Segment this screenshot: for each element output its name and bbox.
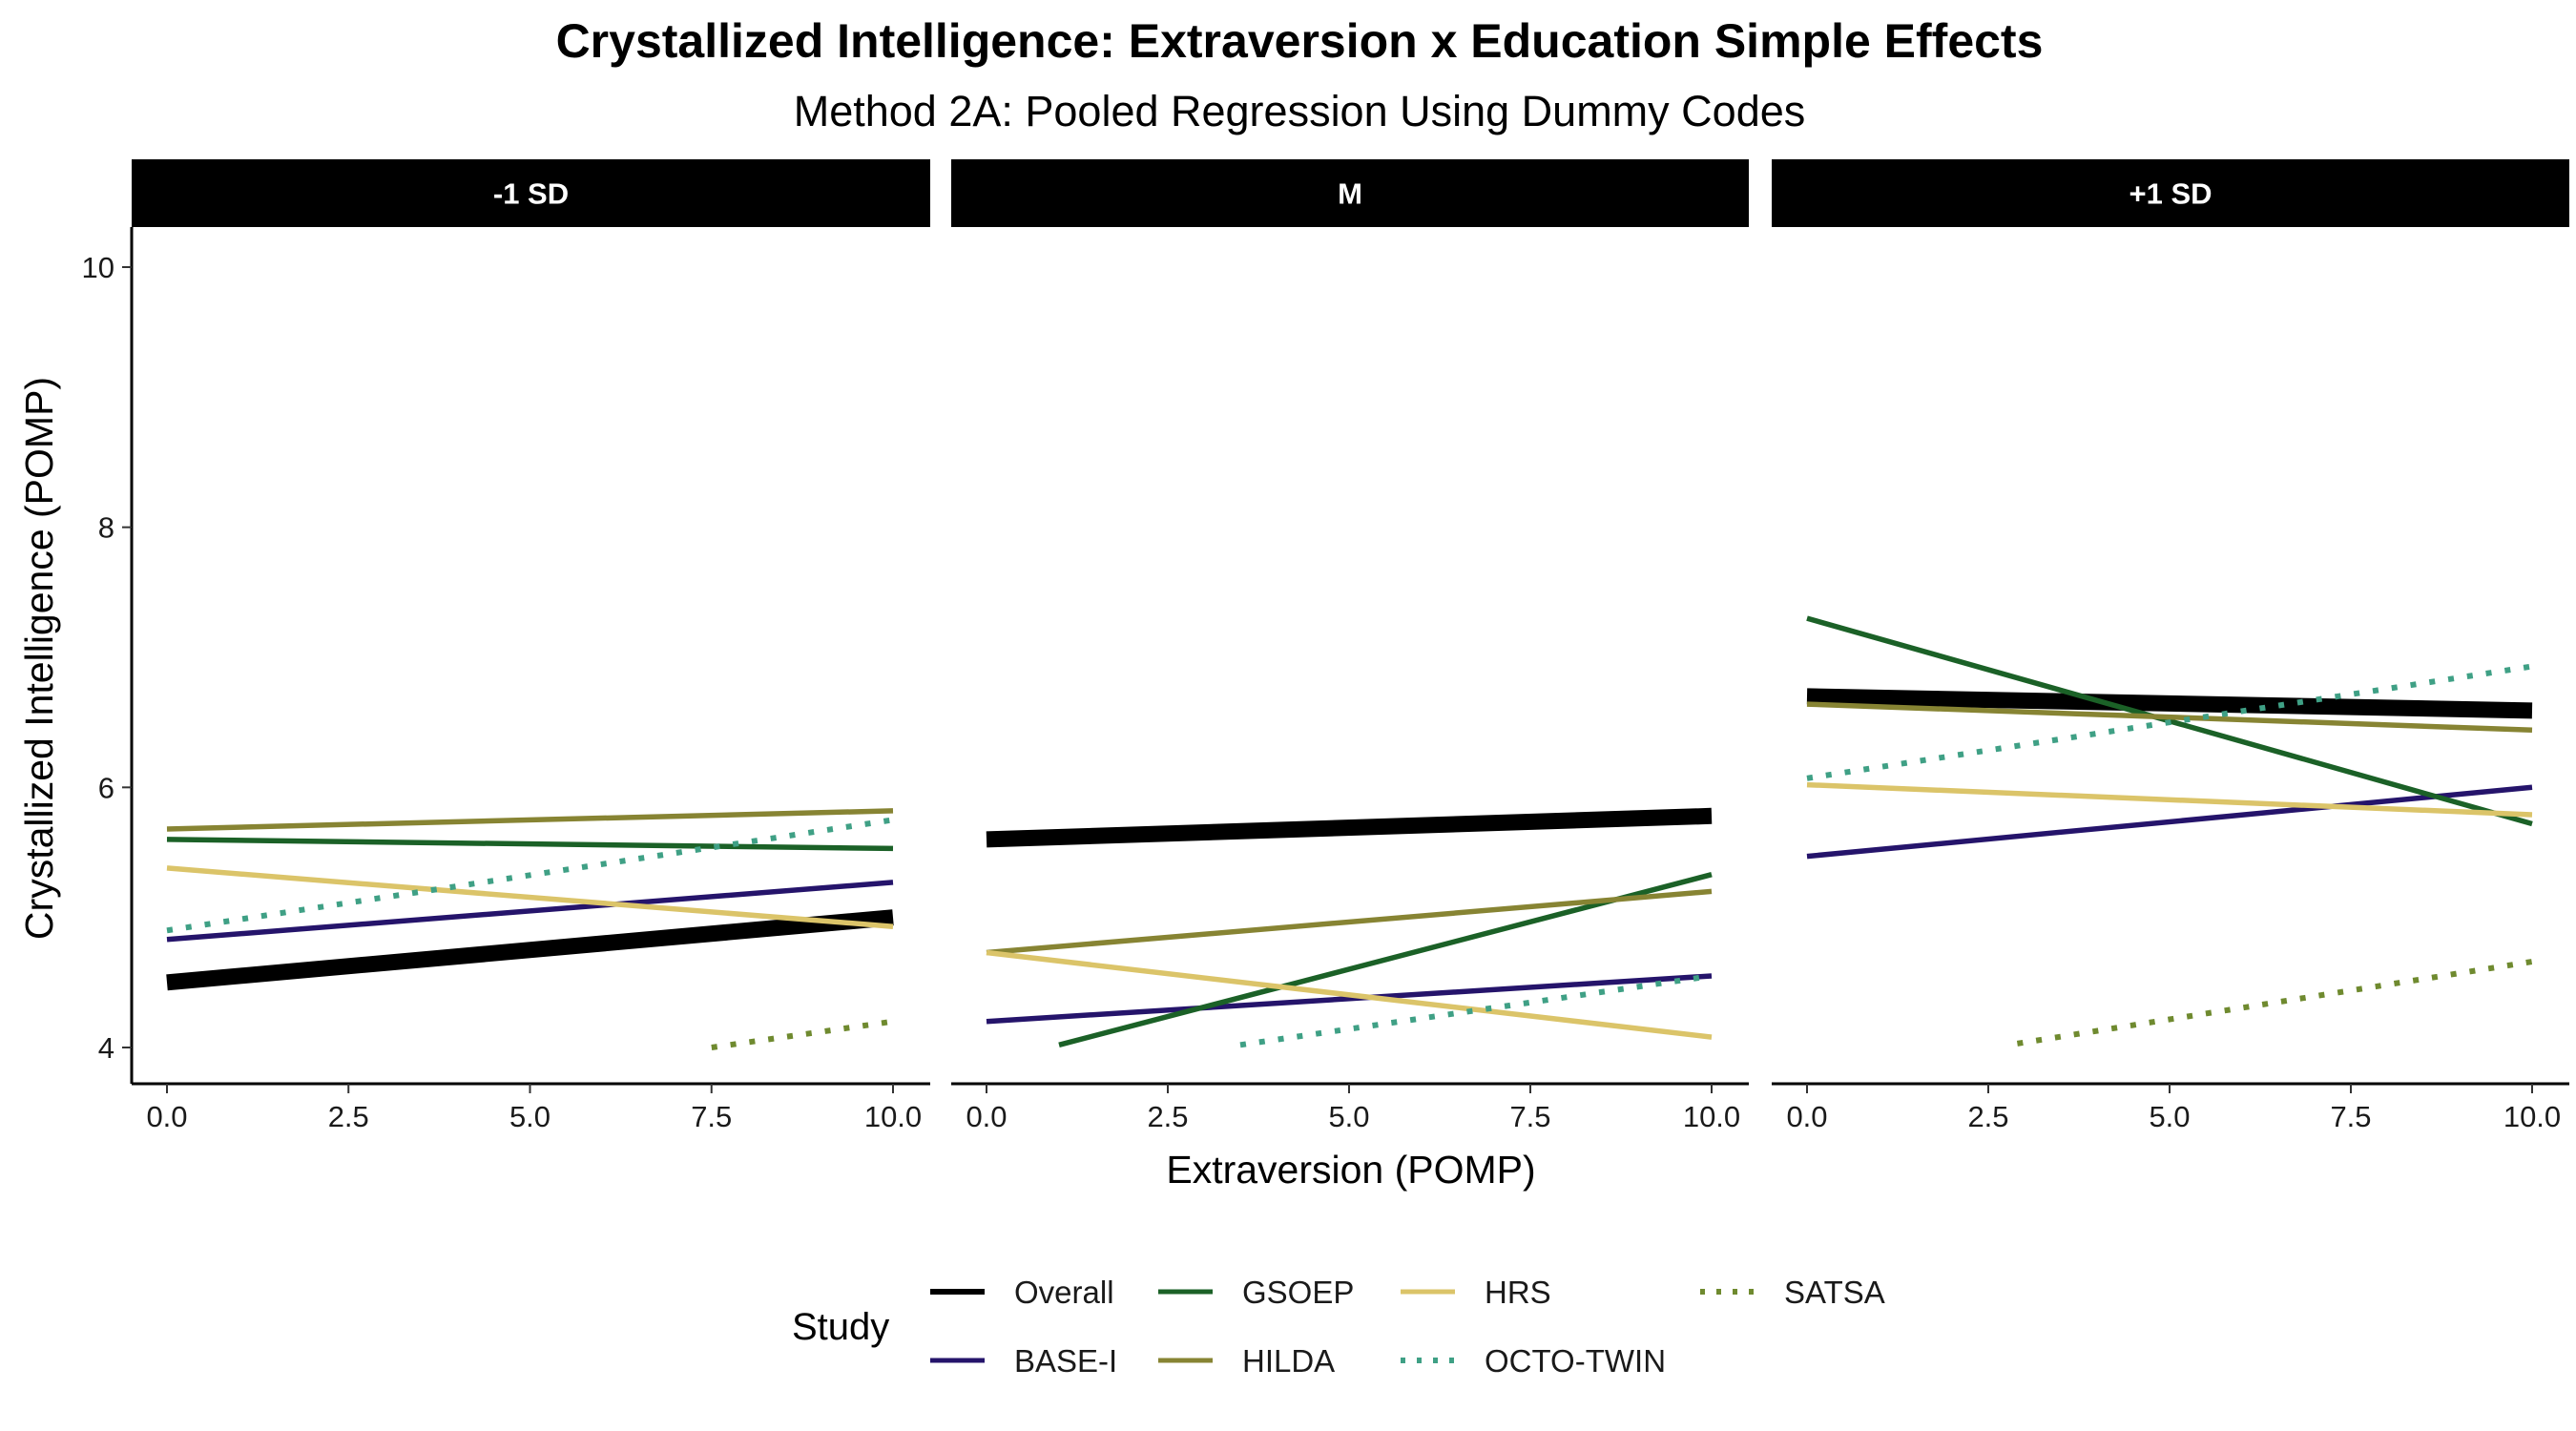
x-axis-label: Extraversion (POMP) xyxy=(1166,1148,1535,1192)
facet-strip xyxy=(1772,159,2569,227)
facet-panels: -1 SD 0.0 2.5 5.0 7.5 10.0 4 6 8 10 M 0.0 2.5 5.0 7.5 1… xyxy=(82,159,2569,1133)
series-line-base-i xyxy=(1806,784,2533,860)
series-line-octo-twin xyxy=(1239,973,1713,1048)
legend-label: SATSA xyxy=(1784,1275,1885,1310)
legend-item: GSOEP xyxy=(1158,1275,1354,1310)
series-line-base-i xyxy=(166,880,894,943)
legend-item: HILDA xyxy=(1158,1343,1335,1379)
x-tick-label: 2.5 xyxy=(1967,1100,2008,1133)
x-tick-label: 2.5 xyxy=(1147,1100,1188,1133)
legend-item: BASE-I xyxy=(930,1343,1117,1379)
y-axis-label: Crystallized Intelligence (POMP) xyxy=(17,377,61,940)
legend-item: SATSA xyxy=(1700,1275,1885,1310)
series-line-hilda xyxy=(1806,701,2533,734)
legend-label: GSOEP xyxy=(1242,1275,1354,1310)
series-line-overall xyxy=(1806,688,2533,719)
legend-label: Overall xyxy=(1014,1275,1114,1310)
x-tick-label: 5.0 xyxy=(2149,1100,2190,1133)
chart-title: Crystallized Intelligence: Extraversion … xyxy=(556,14,2044,68)
x-tick-label: 10.0 xyxy=(864,1100,922,1133)
series-line-base-i xyxy=(986,973,1713,1025)
series-line-octo-twin xyxy=(1806,663,2533,781)
x-tick-label: 10.0 xyxy=(2503,1100,2561,1133)
x-tick-label: 7.5 xyxy=(2330,1100,2371,1133)
series-line-satsa xyxy=(711,1018,894,1050)
x-tick-label: 7.5 xyxy=(691,1100,732,1133)
facet-strip xyxy=(951,159,1749,227)
legend-item: OCTO-TWIN xyxy=(1401,1343,1666,1379)
x-tick-label: 0.0 xyxy=(1786,1100,1827,1133)
legend-title: Study xyxy=(792,1306,889,1348)
series-line-octo-twin xyxy=(166,817,894,934)
x-tick-label: 7.5 xyxy=(1509,1100,1550,1133)
x-tick-label: 2.5 xyxy=(328,1100,369,1133)
facet-strip xyxy=(132,159,930,227)
legend-item: HRS xyxy=(1401,1275,1551,1310)
facet-panel: +1 SD 0.0 2.5 5.0 7.5 10.0 xyxy=(1772,159,2569,1133)
x-tick-label: 0.0 xyxy=(146,1100,187,1133)
series-line-gsoep xyxy=(166,837,894,852)
x-tick-label: 10.0 xyxy=(1683,1100,1740,1133)
facet-strip-label: M xyxy=(1338,177,1362,211)
legend: Study Overall BASE-I GSOEP HILDA HRS OCTO-TWI… xyxy=(792,1275,1885,1379)
legend-label: OCTO-TWIN xyxy=(1485,1343,1666,1379)
y-tick-label: 4 xyxy=(98,1031,114,1065)
series-line-satsa xyxy=(2016,959,2533,1047)
legend-item: Overall xyxy=(930,1275,1114,1310)
series-line-hrs xyxy=(1806,781,2533,818)
facet-strip-label: +1 SD xyxy=(2129,177,2212,211)
facet-panel: M 0.0 2.5 5.0 7.5 10.0 xyxy=(951,159,1749,1133)
x-tick-label: 5.0 xyxy=(509,1100,551,1133)
legend-label: HRS xyxy=(1485,1275,1551,1310)
legend-label: HILDA xyxy=(1242,1343,1335,1379)
series-line-hrs xyxy=(166,865,894,929)
facet-panel: -1 SD 0.0 2.5 5.0 7.5 10.0 4 6 8 10 xyxy=(82,159,930,1133)
x-tick-label: 0.0 xyxy=(966,1100,1007,1133)
y-tick-label: 10 xyxy=(82,251,114,284)
series-line-hilda xyxy=(166,808,894,832)
chart-subtitle: Method 2A: Pooled Regression Using Dummy… xyxy=(794,87,1806,135)
facet-strip-label: -1 SD xyxy=(493,177,569,211)
series-line-overall xyxy=(166,909,894,991)
x-tick-label: 5.0 xyxy=(1328,1100,1369,1133)
series-line-hilda xyxy=(986,888,1713,956)
series-line-hrs xyxy=(986,949,1713,1040)
y-tick-label: 8 xyxy=(98,511,114,545)
series-line-overall xyxy=(986,807,1713,848)
legend-label: BASE-I xyxy=(1014,1343,1117,1379)
y-tick-label: 6 xyxy=(98,771,114,804)
